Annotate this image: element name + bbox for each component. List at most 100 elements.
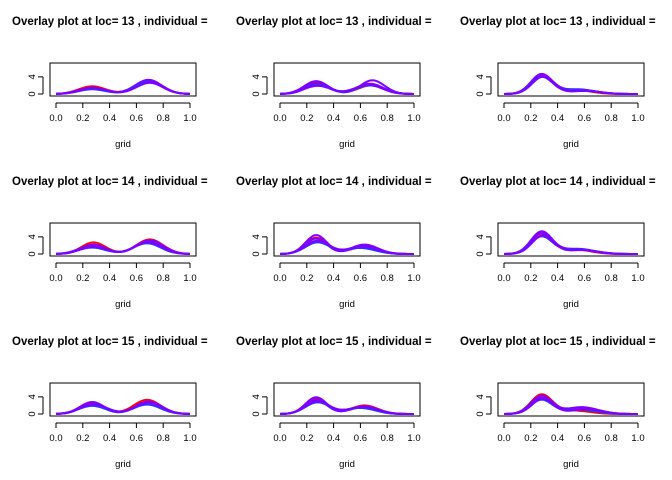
x-axis-label: grid: [339, 139, 355, 150]
x-tick-label: 1.0: [631, 433, 644, 444]
y-tick-label: 0: [475, 251, 486, 256]
y-tick-label: 0: [27, 91, 38, 96]
x-tick-label: 1.0: [407, 433, 420, 444]
plot-box: [49, 382, 197, 417]
x-tick-label: 0.8: [605, 433, 618, 444]
x-tick-label: 0.2: [524, 433, 537, 444]
x-axis-label: grid: [115, 139, 131, 150]
x-tick-label: 0.4: [551, 433, 564, 444]
y-tick-label: 0: [475, 91, 486, 96]
panel-title: Overlay plot at loc= 13 , individual =: [236, 16, 432, 28]
series-line: [279, 397, 414, 415]
y-tick-label: 4: [27, 234, 38, 239]
y-tick-label: 4: [251, 234, 262, 239]
y-tick-label: 4: [251, 394, 262, 399]
x-tick-label: 0.6: [578, 113, 591, 124]
x-tick-label: 0.8: [157, 113, 170, 124]
x-tick-label: 0.8: [157, 433, 170, 444]
series-line: [279, 83, 415, 95]
x-axis-label: grid: [339, 459, 355, 470]
panel-title: Overlay plot at loc= 13 , individual =: [12, 16, 208, 28]
panel-title: Overlay plot at loc= 13 , individual =: [460, 16, 656, 28]
y-tick-label: 4: [475, 234, 486, 239]
x-tick-label: 0.0: [497, 433, 510, 444]
y-tick-label: 0: [251, 411, 262, 416]
series-line: [503, 397, 639, 415]
x-tick-label: 0.2: [524, 113, 537, 124]
panel-title: Overlay plot at loc= 14 , individual =: [12, 176, 208, 188]
plot-box: [497, 222, 645, 257]
x-tick-label: 0.4: [103, 113, 116, 124]
x-tick-label: 0.4: [103, 433, 116, 444]
x-tick-label: 0.8: [605, 273, 618, 284]
x-tick-label: 0.6: [354, 273, 367, 284]
x-tick-label: 0.4: [327, 273, 340, 284]
plot-panel: Overlay plot at loc= 14 , individual = 0.…: [12, 176, 208, 310]
x-tick-label: 0.2: [524, 273, 537, 284]
plot-box: [273, 382, 421, 417]
y-tick-label: 4: [27, 74, 38, 79]
x-tick-label: 0.2: [76, 113, 89, 124]
x-tick-label: 0.6: [354, 433, 367, 444]
x-tick-label: 0.6: [578, 433, 591, 444]
plot-panel: Overlay plot at loc= 13 , individual = 0.…: [236, 16, 432, 150]
panel-title: Overlay plot at loc= 15 , individual =: [460, 336, 656, 348]
y-tick-label: 0: [27, 251, 38, 256]
x-tick-label: 0.2: [300, 273, 313, 284]
series-line: [503, 75, 639, 95]
x-tick-label: 0.6: [130, 273, 143, 284]
plot-panel: Overlay plot at loc= 15 , individual = 0.…: [12, 336, 208, 470]
x-tick-label: 1.0: [631, 273, 644, 284]
plot-box: [497, 62, 645, 97]
y-tick-label: 4: [251, 74, 262, 79]
series-line: [503, 235, 639, 255]
x-tick-label: 0.4: [327, 433, 340, 444]
series-line: [503, 398, 638, 415]
x-tick-label: 1.0: [407, 113, 420, 124]
panel-title: Overlay plot at loc= 14 , individual =: [460, 176, 656, 188]
y-tick-label: 4: [27, 394, 38, 399]
x-tick-label: 0.0: [273, 433, 286, 444]
x-tick-label: 0.4: [551, 113, 564, 124]
plot-box: [497, 382, 645, 417]
series-line: [279, 396, 414, 415]
y-tick-label: 0: [475, 411, 486, 416]
x-tick-label: 0.8: [381, 273, 394, 284]
x-tick-label: 0.8: [157, 273, 170, 284]
x-tick-label: 0.6: [578, 273, 591, 284]
plot-panel: Overlay plot at loc= 14 , individual = 0.…: [460, 176, 656, 310]
panel-title: Overlay plot at loc= 14 , individual =: [236, 176, 432, 188]
series-line: [55, 240, 191, 255]
series-line: [279, 398, 414, 415]
y-tick-label: 0: [251, 91, 262, 96]
x-tick-label: 0.4: [551, 273, 564, 284]
plot-box: [273, 222, 421, 257]
x-tick-label: 0.0: [49, 113, 62, 124]
series-line: [279, 236, 414, 255]
plot-panel: Overlay plot at loc= 14 , individual = 0.…: [236, 176, 432, 310]
y-tick-label: 0: [27, 411, 38, 416]
x-tick-label: 1.0: [407, 273, 420, 284]
x-tick-label: 0.0: [49, 273, 62, 284]
y-tick-label: 4: [475, 394, 486, 399]
x-tick-label: 0.8: [381, 113, 394, 124]
x-axis-label: grid: [563, 139, 579, 150]
x-axis-label: grid: [115, 299, 131, 310]
x-tick-label: 0.0: [273, 113, 286, 124]
x-tick-label: 1.0: [183, 113, 196, 124]
x-axis-label: grid: [339, 299, 355, 310]
y-tick-label: 0: [251, 251, 262, 256]
x-tick-label: 1.0: [183, 273, 196, 284]
x-tick-label: 0.0: [497, 273, 510, 284]
series-line: [279, 237, 414, 255]
x-tick-label: 0.6: [130, 433, 143, 444]
x-tick-label: 0.2: [76, 273, 89, 284]
x-tick-label: 1.0: [183, 433, 196, 444]
plot-panel: Overlay plot at loc= 15 , individual = 0.…: [460, 336, 656, 470]
plot-box: [49, 222, 197, 257]
x-tick-label: 0.6: [130, 113, 143, 124]
x-tick-label: 0.2: [300, 113, 313, 124]
series-line: [55, 81, 191, 95]
panel-title: Overlay plot at loc= 15 , individual =: [12, 336, 208, 348]
x-tick-label: 0.0: [273, 273, 286, 284]
